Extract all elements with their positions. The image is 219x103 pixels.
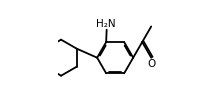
Text: O: O	[148, 59, 156, 69]
Text: H₂N: H₂N	[96, 19, 115, 29]
